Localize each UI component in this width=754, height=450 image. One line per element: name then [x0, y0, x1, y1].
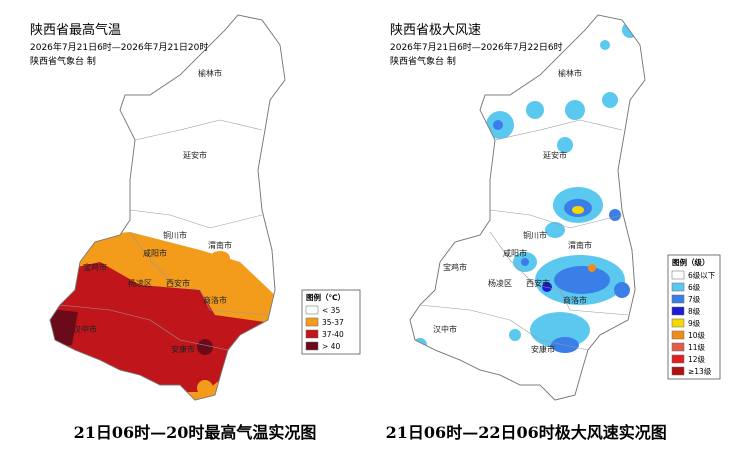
city-label: 延安市 [543, 150, 567, 160]
legend-label: 37-40 [322, 330, 344, 339]
city-label: 商洛市 [563, 295, 587, 305]
legend-swatch [305, 341, 319, 351]
legend-swatch [671, 366, 685, 376]
legend-label: 35-37 [322, 318, 344, 327]
legend-label: 9级 [688, 318, 701, 328]
legend-label: 8级 [688, 306, 701, 316]
legend-label: > 40 [322, 342, 340, 351]
city-label: 安康市 [171, 344, 195, 354]
legend-label: 11级 [688, 342, 706, 352]
legend-swatch [305, 305, 319, 315]
legend-label: 12级 [688, 354, 706, 364]
legend-swatch [671, 294, 685, 304]
legend-swatch [671, 318, 685, 328]
legend-swatch [671, 282, 685, 292]
city-label: 铜川市 [163, 230, 187, 240]
city-label: 铜川市 [523, 230, 547, 240]
city-label: 渭南市 [568, 240, 592, 250]
map-caption: 21日06时—22日06时极大风速实况图 [386, 423, 667, 442]
city-label: 汉中市 [73, 324, 97, 334]
city-label: 杨凌区 [488, 278, 512, 288]
legend-label: 7级 [688, 294, 701, 304]
legend-label: 6级 [688, 282, 701, 292]
legend-swatch [671, 330, 685, 340]
legend-swatch [671, 354, 685, 364]
legend-label: ≥13级 [688, 366, 712, 376]
legend-swatch [671, 270, 685, 280]
city-label: 渭南市 [208, 240, 232, 250]
city-label: 咸阳市 [503, 248, 527, 258]
legend-title: 图例（级） [672, 257, 710, 267]
map-issuer: 陕西省气象台 制 [390, 55, 456, 67]
legend-swatch [305, 317, 319, 327]
legend-swatch [671, 342, 685, 352]
legend-label: 10级 [688, 330, 706, 340]
wind-map [409, 14, 646, 401]
city-label: 汉中市 [433, 324, 457, 334]
city-label: 榆林市 [198, 68, 222, 78]
legend-label: 6级以下 [688, 270, 716, 280]
map-period: 2026年7月21日6时—2026年7月22日6时 [390, 41, 563, 53]
legend-label: < 35 [322, 306, 340, 315]
legend-swatch [305, 329, 319, 339]
map-title: 陕西省最高气温 [30, 22, 121, 38]
city-label: 安康市 [531, 344, 555, 354]
temperature-map [49, 14, 286, 401]
city-label: 延安市 [183, 150, 207, 160]
city-label: 杨凌区 [128, 278, 152, 288]
city-label: 西安市 [526, 278, 550, 288]
city-label: 榆林市 [558, 68, 582, 78]
city-label: 宝鸡市 [83, 262, 107, 272]
city-label: 商洛市 [203, 295, 227, 305]
city-label: 咸阳市 [143, 248, 167, 258]
map-period: 2026年7月21日6时—2026年7月21日20时 [30, 41, 208, 53]
map-caption: 21日06时—20时最高气温实况图 [74, 423, 317, 442]
legend-title: 图例（℃） [306, 292, 345, 302]
city-label: 宝鸡市 [443, 262, 467, 272]
map-issuer: 陕西省气象台 制 [30, 55, 96, 67]
legend-swatch [671, 306, 685, 316]
city-label: 西安市 [166, 278, 190, 288]
map-title: 陕西省极大风速 [390, 23, 481, 38]
